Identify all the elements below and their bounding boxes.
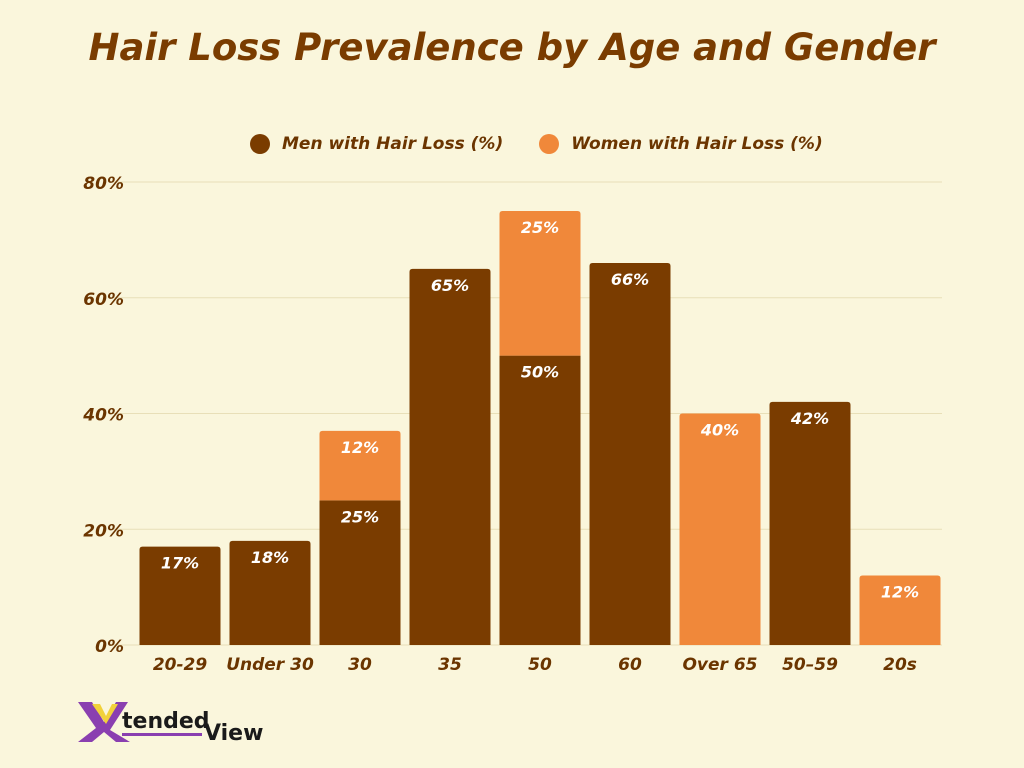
bar-men bbox=[589, 263, 671, 645]
data-label: 12% bbox=[341, 438, 379, 457]
xtendedview-logo: tended View bbox=[78, 702, 263, 745]
bar-women bbox=[319, 430, 401, 501]
legend: Men with Hair Loss (%) Women with Hair L… bbox=[250, 134, 859, 154]
bar-women bbox=[499, 210, 581, 356]
x-tick-label: 50–59 bbox=[782, 655, 838, 675]
data-label: 66% bbox=[611, 270, 649, 289]
data-label: 40% bbox=[700, 421, 739, 440]
legend-swatch-men bbox=[250, 134, 270, 154]
data-label: 18% bbox=[251, 548, 289, 567]
bar-men bbox=[139, 546, 221, 645]
x-tick-label: 20s bbox=[883, 655, 917, 675]
y-tick-label: 20% bbox=[83, 521, 124, 541]
legend-swatch-women bbox=[539, 134, 560, 154]
legend-item-women: Women with Hair Loss (%) bbox=[539, 134, 823, 154]
legend-label-men: Men with Hair Loss (%) bbox=[282, 134, 504, 154]
x-tick-label: 60 bbox=[618, 655, 642, 675]
y-tick-label: 0% bbox=[95, 637, 124, 657]
bar-women bbox=[859, 575, 941, 645]
x-tick-label: 30 bbox=[348, 655, 372, 675]
chart-title: Hair Loss Prevalence by Age and Gender bbox=[88, 26, 936, 69]
y-tick-label: 40% bbox=[82, 406, 124, 426]
x-tick-label: 50 bbox=[528, 655, 552, 675]
bar-men bbox=[319, 500, 401, 645]
bar-women bbox=[679, 413, 761, 645]
svg-text:View: View bbox=[204, 721, 263, 745]
y-tick-label: 60% bbox=[83, 290, 124, 310]
legend-label-women: Women with Hair Loss (%) bbox=[571, 134, 823, 154]
svg-text:tended: tended bbox=[122, 709, 210, 734]
x-tick-label: 35 bbox=[438, 655, 462, 675]
data-label: 42% bbox=[790, 409, 829, 428]
bar-men bbox=[499, 355, 581, 645]
data-label: 50% bbox=[521, 363, 559, 382]
legend-item-men: Men with Hair Loss (%) bbox=[250, 134, 503, 154]
bar-men bbox=[769, 401, 851, 645]
x-tick-label: Over 65 bbox=[682, 655, 757, 675]
data-label: 17% bbox=[161, 554, 199, 573]
bar-men bbox=[229, 540, 311, 645]
bar-men bbox=[409, 268, 491, 645]
data-label: 25% bbox=[341, 507, 379, 526]
x-tick-label: 20-29 bbox=[153, 655, 208, 675]
y-tick-label: 80% bbox=[83, 174, 124, 194]
data-label: 25% bbox=[521, 218, 559, 237]
data-label: 65% bbox=[431, 276, 469, 295]
data-label: 12% bbox=[881, 583, 919, 602]
x-tick-label: Under 30 bbox=[226, 655, 314, 675]
